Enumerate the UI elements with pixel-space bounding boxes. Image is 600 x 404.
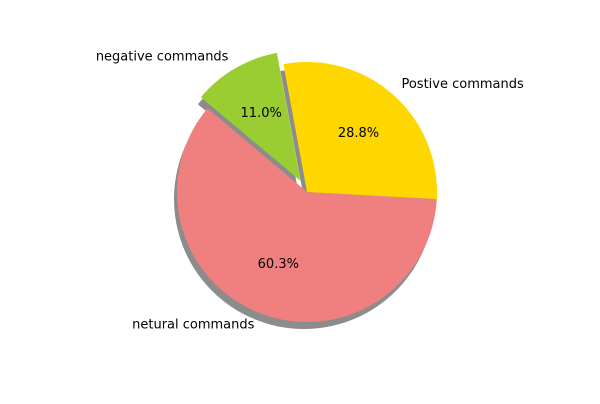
category-label-netural-commands: netural commands bbox=[132, 317, 255, 332]
label-layer: 60.3% netural commands 28.8% Postive comman… bbox=[96, 50, 524, 333]
pct-label-negative-commands: 11.0% bbox=[241, 106, 282, 121]
pct-label-netural-commands: 60.3% bbox=[258, 257, 299, 272]
slice-layer bbox=[176, 52, 437, 323]
slice-netural-commands bbox=[176, 108, 437, 323]
slice-negative-commands bbox=[200, 52, 301, 181]
slice-postive-commands bbox=[283, 62, 437, 200]
category-label-negative-commands: negative commands bbox=[96, 50, 229, 65]
category-label-postive-commands: Postive commands bbox=[401, 77, 524, 92]
pct-label-postive-commands: 28.8% bbox=[338, 126, 379, 141]
